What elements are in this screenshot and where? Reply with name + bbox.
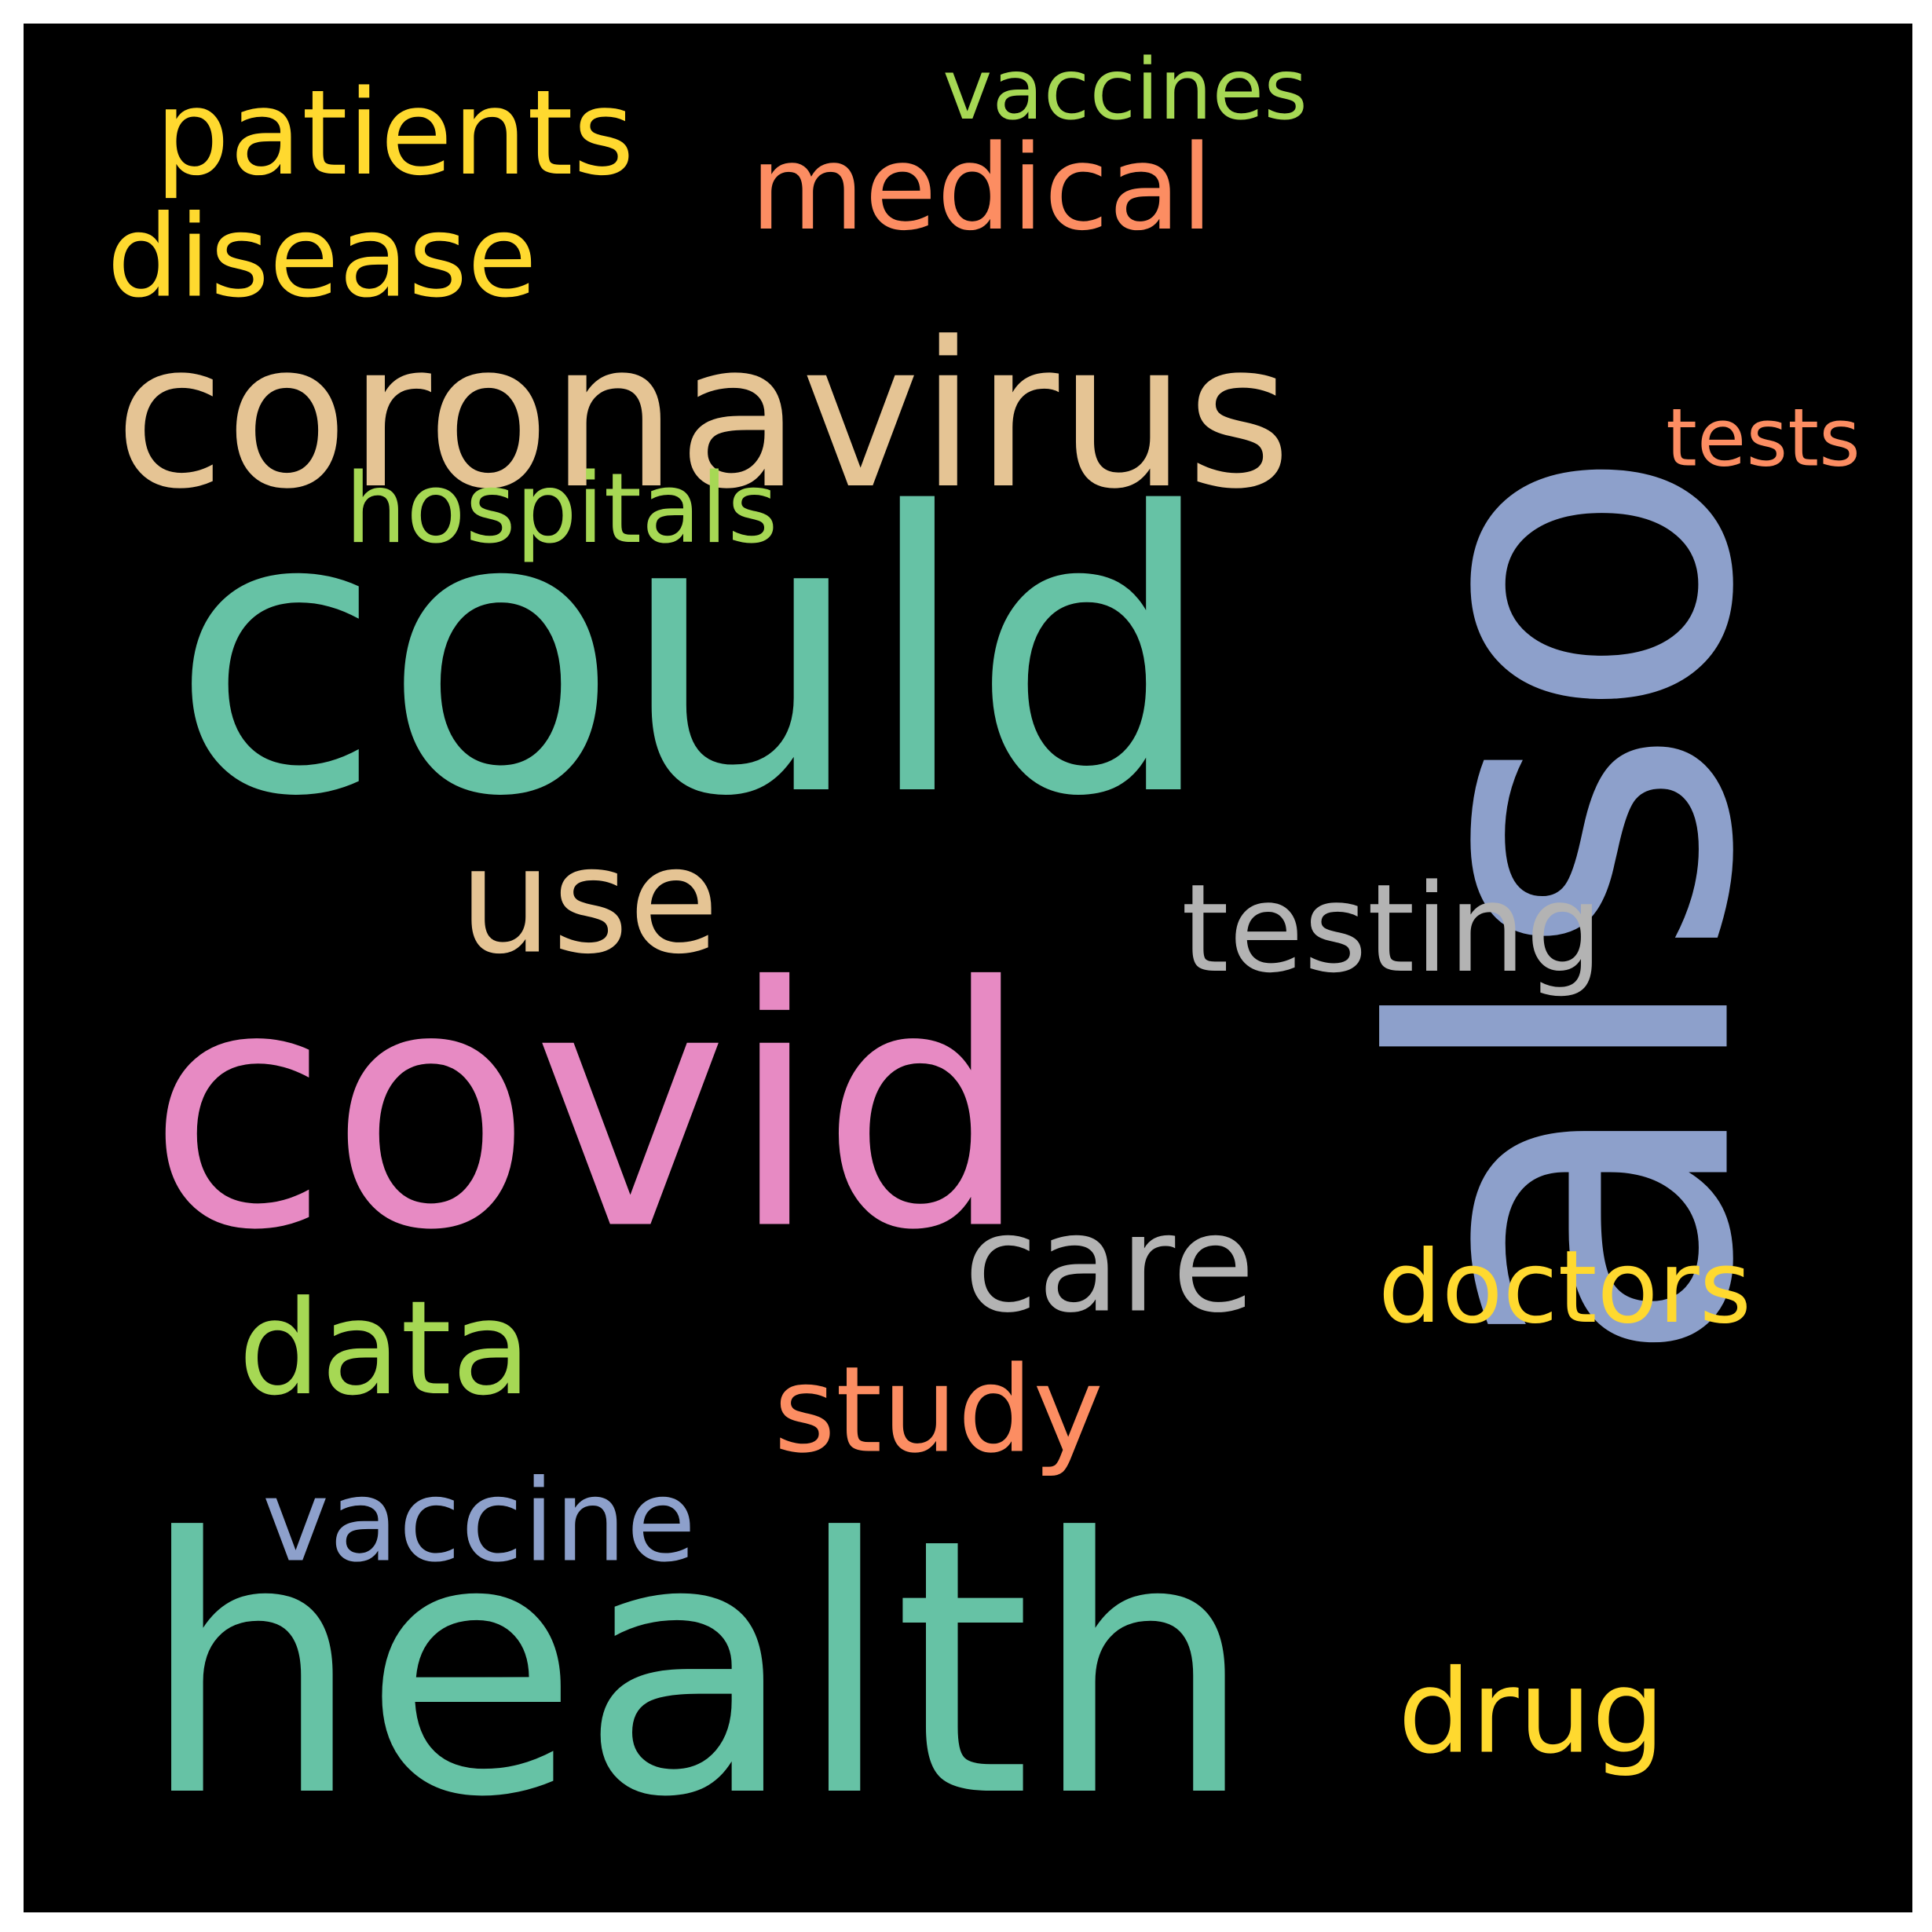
word-patients: patients	[155, 65, 634, 202]
word-vaccines: vaccines	[942, 42, 1308, 139]
word-also: also	[1303, 445, 1835, 1370]
cloud-background	[24, 24, 1912, 1912]
word-doctors: doctors	[1378, 1230, 1751, 1346]
word-disease: disease	[107, 192, 537, 324]
word-tests: tests	[1666, 392, 1861, 485]
word-coronavirus: coronavirus	[115, 299, 1292, 533]
word-data: data	[239, 1273, 532, 1425]
word-testing: testing	[1181, 858, 1603, 1000]
word-study: study	[774, 1341, 1103, 1480]
word-could: could	[170, 431, 1216, 880]
word-use: use	[459, 816, 719, 987]
word-drug: drug	[1398, 1645, 1665, 1780]
word-medical: medical	[750, 120, 1213, 257]
word-covid: covid	[148, 917, 1031, 1303]
word-hospitals: hospitals	[346, 452, 778, 565]
word-care: care	[964, 1187, 1254, 1343]
word-vaccine: vaccine	[262, 1456, 696, 1588]
word-health: health	[139, 1464, 1254, 1874]
